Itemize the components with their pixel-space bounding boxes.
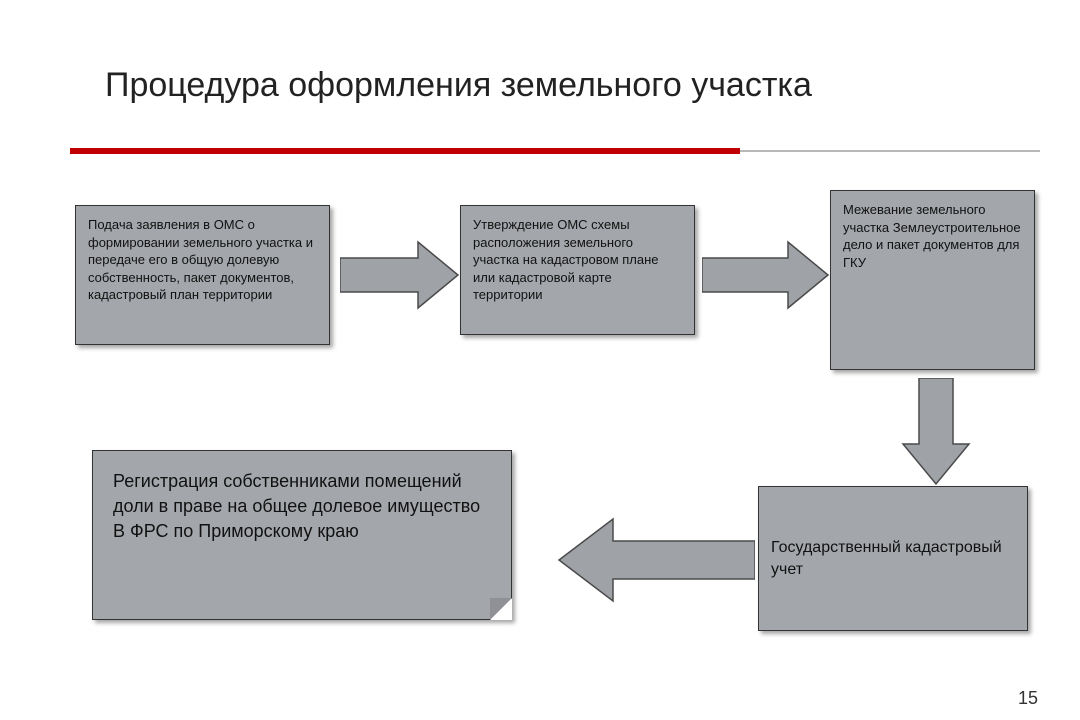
arrow-left bbox=[555, 516, 755, 604]
title-underline-accent bbox=[70, 148, 740, 154]
page-number: 15 bbox=[1018, 688, 1038, 709]
step-box-2: Утверждение ОМС схемы расположения земел… bbox=[460, 205, 695, 335]
folded-corner-icon bbox=[490, 598, 512, 620]
step-box-4-text: Государственный кадастровый учет bbox=[771, 537, 1015, 580]
step-box-2-text: Утверждение ОМС схемы расположения земел… bbox=[473, 217, 659, 302]
arrow-down bbox=[900, 378, 972, 486]
step-box-4: Государственный кадастровый учет bbox=[758, 486, 1028, 631]
step-box-3-text: Межевание земельного участка Землеустрои… bbox=[843, 202, 1021, 270]
step-box-1: Подача заявления в ОМС о формировании зе… bbox=[75, 205, 330, 345]
slide-title: Процедура оформления земельного участка bbox=[105, 66, 812, 105]
step-box-5-text: Регистрация собственниками помещений дол… bbox=[113, 471, 480, 541]
title-underline-tail bbox=[740, 150, 1040, 152]
step-box-1-text: Подача заявления в ОМС о формировании зе… bbox=[88, 217, 313, 302]
arrow-right-1 bbox=[340, 239, 460, 311]
step-box-5: Регистрация собственниками помещений дол… bbox=[92, 450, 512, 620]
step-box-3: Межевание земельного участка Землеустрои… bbox=[830, 190, 1035, 370]
arrow-right-2 bbox=[702, 239, 830, 311]
